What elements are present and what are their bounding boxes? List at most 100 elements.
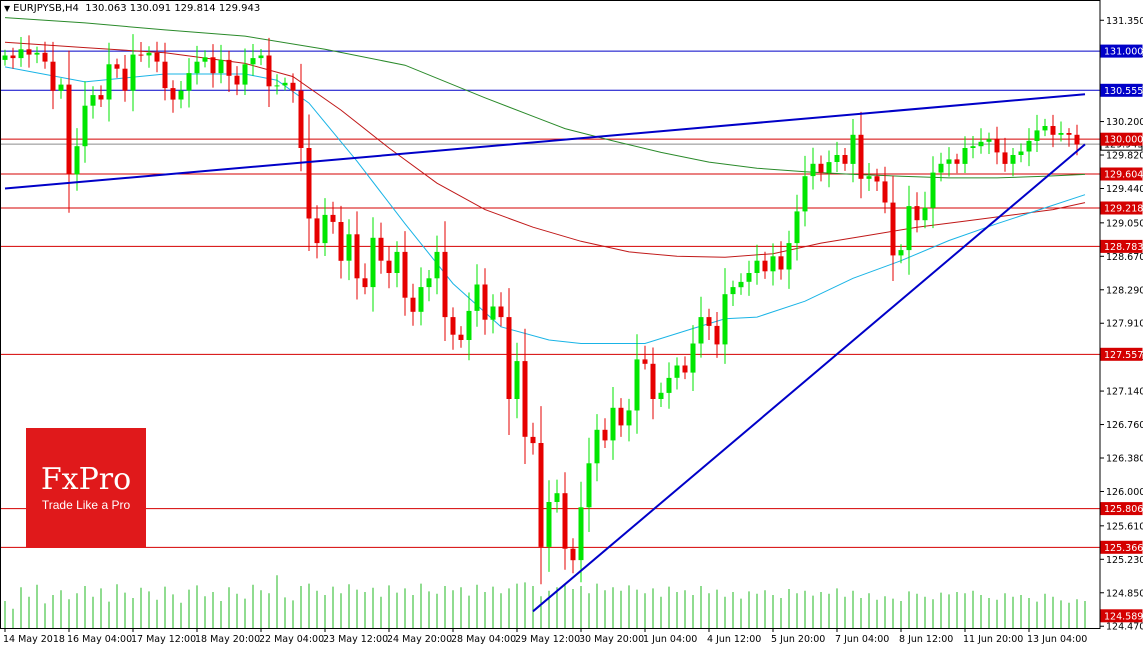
horizontal-levels	[0, 50, 1100, 548]
y-tick-label: 131.350	[1106, 16, 1143, 27]
candle-body	[154, 52, 160, 62]
candle-body	[586, 463, 592, 508]
candle-body	[114, 64, 120, 69]
level-price-label: 125.806	[1100, 502, 1143, 516]
candle	[530, 422, 536, 455]
candle	[1050, 114, 1056, 148]
x-tick-label: 18 May 20:00	[195, 634, 260, 645]
candle	[474, 264, 480, 327]
candle	[562, 472, 568, 570]
candle	[146, 46, 152, 68]
candle	[554, 479, 560, 513]
plot-border	[0, 0, 1101, 629]
y-tick-label: 128.290	[1106, 285, 1143, 296]
candle-body	[322, 214, 328, 244]
candle	[26, 35, 32, 68]
candle-body	[458, 334, 464, 340]
candle	[786, 230, 792, 289]
candle	[978, 128, 984, 154]
candle-body	[626, 410, 632, 426]
candle	[762, 251, 768, 279]
candle	[186, 58, 192, 108]
candle	[538, 406, 544, 585]
candle-body	[34, 52, 40, 55]
candle	[1034, 114, 1040, 152]
candle-body	[66, 84, 72, 175]
candle-body	[146, 52, 152, 56]
candle	[1066, 128, 1072, 147]
candle-body	[1026, 140, 1032, 152]
candle	[746, 260, 752, 296]
candle	[434, 235, 440, 295]
candle-body	[234, 75, 240, 85]
candle-body	[290, 82, 296, 91]
candle-body	[834, 155, 840, 162]
candle-body	[466, 310, 472, 340]
x-tick-label: 5 Jun 20:00	[771, 634, 825, 645]
candle	[234, 66, 240, 96]
candlesticks	[2, 34, 1080, 585]
candle-body	[778, 256, 784, 270]
candle-body	[226, 59, 232, 76]
candle	[282, 77, 288, 91]
candle	[778, 241, 784, 280]
level-price-label: 125.366	[1100, 540, 1143, 554]
candle-body	[738, 281, 744, 288]
candle	[242, 48, 248, 95]
level-price-label: 129.218	[1100, 201, 1143, 215]
candle-body	[698, 317, 704, 344]
candle-body	[946, 159, 952, 164]
candle-body	[130, 54, 136, 91]
candle-body	[650, 363, 656, 399]
candle-body	[898, 250, 904, 256]
candle-body	[522, 361, 528, 437]
candle	[426, 270, 432, 302]
candle	[986, 132, 992, 154]
candle-body	[1042, 126, 1048, 131]
candle	[306, 114, 312, 251]
level-price-label-bg	[1100, 83, 1143, 97]
candle-body	[1074, 134, 1080, 145]
candle-body	[914, 206, 920, 221]
candle	[274, 74, 280, 95]
candle-body	[930, 172, 936, 208]
y-tick-label: 126.760	[1106, 420, 1143, 431]
candle	[218, 44, 224, 84]
candle	[410, 283, 416, 326]
trendline	[532, 143, 1086, 613]
candle	[370, 217, 376, 312]
candle	[450, 307, 456, 350]
candle-body	[2, 55, 8, 60]
candle-body	[634, 359, 640, 411]
candle	[866, 163, 872, 191]
candle-body	[26, 49, 32, 55]
candle-body	[538, 443, 544, 547]
x-tick-label: 4 Jun 12:00	[707, 634, 761, 645]
candle-body	[562, 493, 568, 549]
candle	[170, 80, 176, 113]
candle-body	[330, 214, 336, 222]
candle	[946, 147, 952, 177]
candle-body	[810, 163, 816, 177]
x-tick-label: 22 May 04:00	[259, 634, 324, 645]
dropdown-triangle-icon[interactable]: ▼	[4, 4, 11, 13]
trendline	[4, 93, 1086, 190]
candle	[618, 398, 624, 437]
candle-body	[170, 88, 176, 100]
candle	[338, 205, 344, 279]
candle-body	[106, 64, 112, 100]
level-price-label-text: 129.604	[1104, 170, 1143, 181]
candle	[130, 34, 136, 112]
candle-body	[74, 146, 80, 175]
candle-body	[594, 429, 600, 464]
x-tick-label: 11 Jun 20:00	[963, 634, 1023, 645]
candle	[906, 185, 912, 275]
bottom-price-label-text: 124.589	[1104, 611, 1143, 622]
candle	[874, 168, 880, 191]
candle-body	[410, 297, 416, 312]
level-price-label-text: 125.366	[1104, 543, 1143, 554]
candle	[594, 414, 600, 482]
candle	[1026, 128, 1032, 167]
candle-body	[850, 134, 856, 164]
